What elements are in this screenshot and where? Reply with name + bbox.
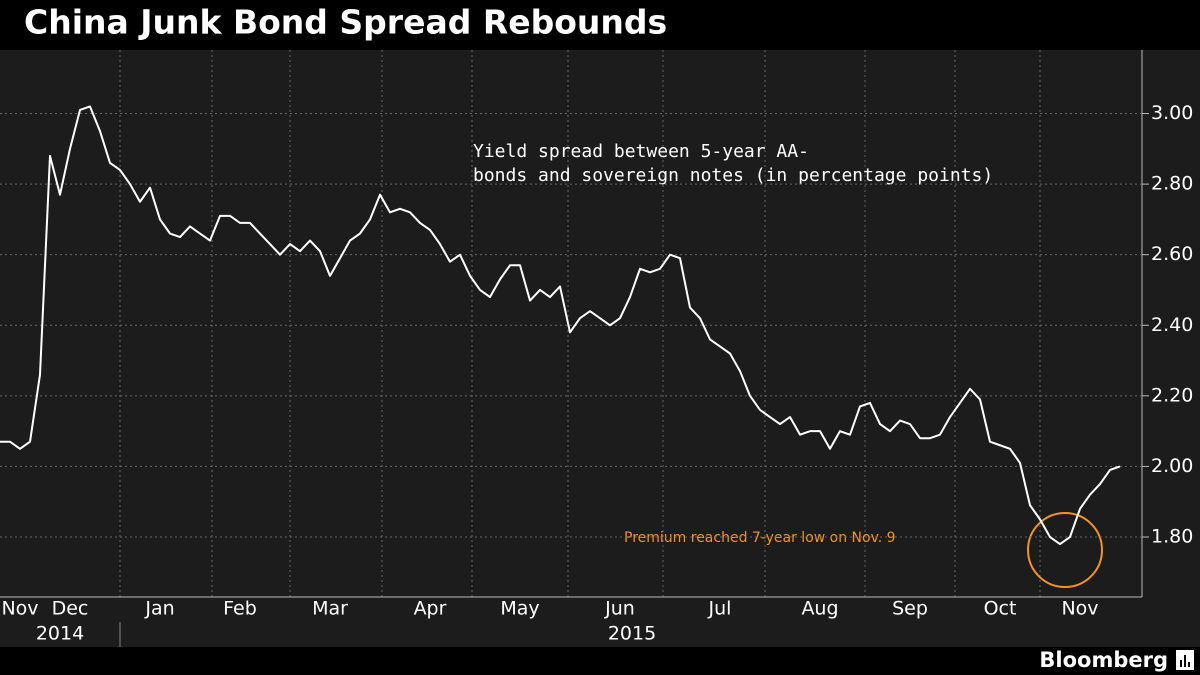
- x-tick-label: Feb: [223, 598, 257, 620]
- y-tick-label: 2.40: [1151, 314, 1193, 336]
- x-tick-label: Nov: [1061, 598, 1098, 620]
- year-label: 2015: [608, 623, 656, 645]
- x-tick-label: May: [500, 598, 539, 620]
- x-tick-label: Apr: [414, 598, 447, 620]
- subtitle: Yield spread between 5-year AA-: [473, 141, 809, 162]
- y-tick-label: 2.60: [1151, 243, 1193, 265]
- x-tick-label: Sep: [892, 598, 928, 620]
- month-grid: [119, 50, 1041, 597]
- chart-title: China Junk Bond Spread Rebounds: [24, 3, 667, 42]
- x-tick-label: Jun: [604, 598, 635, 620]
- y-tick-label: 2.00: [1151, 455, 1193, 477]
- x-tick-label: Jul: [708, 598, 732, 620]
- year-label: 2014: [36, 623, 84, 645]
- logo: [1176, 650, 1194, 670]
- x-tick-label: Dec: [52, 598, 89, 620]
- y-tick-label: 3.00: [1151, 102, 1193, 124]
- y-tick-label: 1.80: [1151, 526, 1193, 548]
- y-tick-label: 2.20: [1151, 384, 1193, 406]
- source: Bloomberg: [1039, 648, 1168, 672]
- x-tick-label: Oct: [984, 598, 1017, 620]
- x-tick-label: Jan: [144, 598, 174, 620]
- x-tick-label: Nov: [1, 598, 38, 620]
- subtitle: bonds and sovereign notes (in percentage…: [473, 165, 993, 186]
- x-tick-label: Aug: [801, 598, 838, 620]
- plot-background: [0, 50, 1200, 647]
- annotation-circle: [1027, 512, 1103, 588]
- x-tick-label: Mar: [312, 598, 348, 620]
- y-tick-label: 2.80: [1151, 173, 1193, 195]
- line: [0, 105, 1121, 546]
- annotation: Premium reached 7-year low on Nov. 9: [624, 530, 896, 546]
